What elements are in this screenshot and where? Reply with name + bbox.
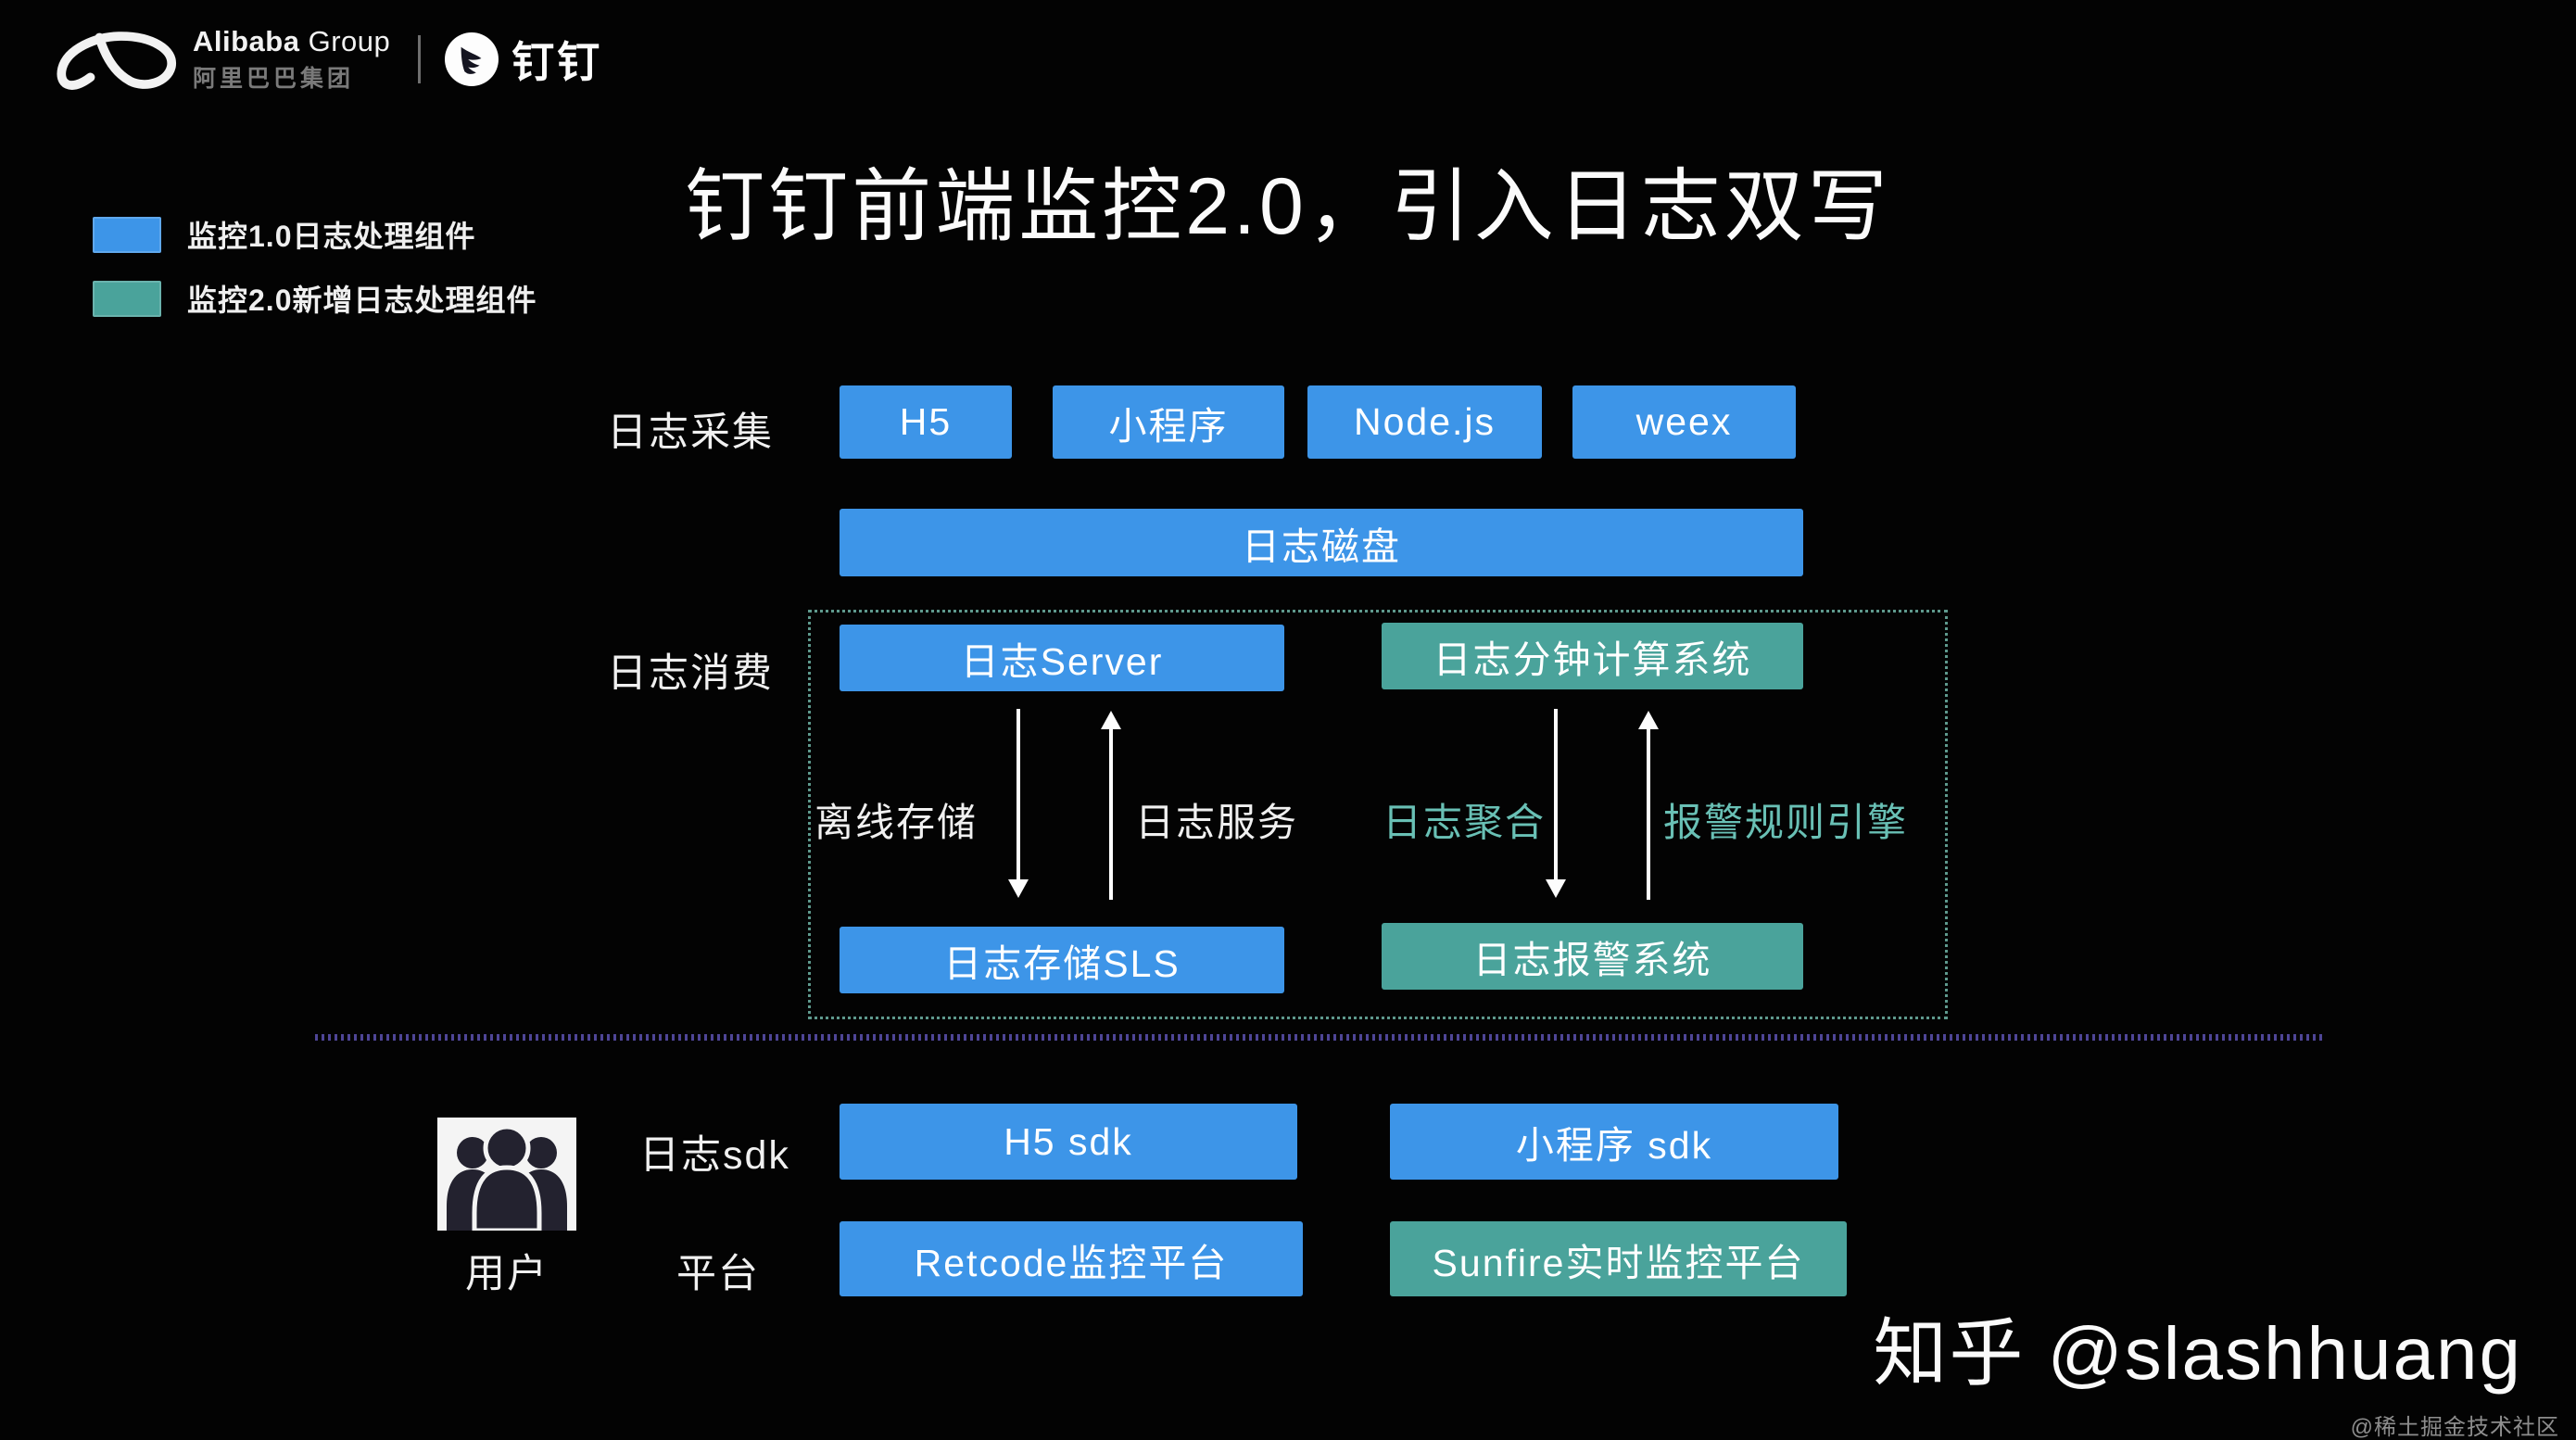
flow-label-offline-storage: 离线存储 [814,801,979,844]
arrow-up-alert-rule-engine [1647,727,1650,900]
users-icon [437,1118,576,1231]
legend-label: 监控1.0日志处理组件 [187,220,476,253]
row-label-platform: 平台 [676,1252,760,1296]
slide-title: 钉钉前端监控2.0，引入日志双写 [685,162,1891,251]
legend-swatch-blue [93,216,161,253]
node-h5: H5 [840,385,1012,459]
node-nodejs: Node.js [1307,385,1542,459]
label-users: 用户 [465,1252,549,1296]
node-miniprogram-sdk: 小程序 sdk [1390,1104,1838,1180]
node-sunfire-platform: Sunfire实时监控平台 [1390,1221,1847,1296]
dingtalk-logo-icon [445,32,499,86]
juejin-watermark: @稀土掘金技术社区 [2350,1415,2559,1440]
node-log-storage-sls: 日志存储SLS [840,927,1284,993]
node-minute-calc-system: 日志分钟计算系统 [1382,623,1803,689]
legend-item-monitor-1: 监控1.0日志处理组件 [93,213,476,256]
flow-label-log-aggregate: 日志聚合 [1383,801,1547,844]
arrow-down-offline-storage [1017,709,1020,881]
arrow-down-log-aggregate [1554,709,1558,881]
node-log-server: 日志Server [840,625,1284,691]
section-divider [315,1034,2322,1041]
alibaba-group-text: Alibaba Group [193,25,391,57]
zhihu-watermark: 知乎 @slashhuang [1873,1312,2522,1395]
row-label-log-consume: 日志消费 [607,651,774,696]
log-consume-frame [808,610,1948,1019]
dingtalk-name-text: 钉钉 [511,38,603,86]
node-weex: weex [1572,385,1796,459]
alibaba-wordmark: Alibaba Group 阿里巴巴集团 [193,25,390,94]
header-logo-row: Alibaba Group 阿里巴巴集团 钉钉 [54,24,602,95]
row-label-log-collect: 日志采集 [607,411,774,455]
node-log-alert-system: 日志报警系统 [1382,923,1803,990]
row-label-log-sdk: 日志sdk [639,1133,790,1178]
flow-label-alert-rule-engine: 报警规则引擎 [1663,801,1909,844]
alibaba-cn-text: 阿里巴巴集团 [193,66,355,92]
node-h5-sdk: H5 sdk [840,1104,1297,1180]
node-log-disk: 日志磁盘 [840,509,1803,576]
legend-label: 监控2.0新增日志处理组件 [187,284,537,317]
node-miniprogram: 小程序 [1053,385,1284,459]
legend-swatch-teal [93,280,161,317]
logo-divider [418,35,422,83]
flow-label-log-service: 日志服务 [1135,801,1299,844]
node-retcode-platform: Retcode监控平台 [840,1221,1303,1296]
alibaba-logo-icon [57,32,176,90]
arrow-up-log-service [1109,727,1113,900]
legend-item-monitor-2: 监控2.0新增日志处理组件 [93,277,537,320]
